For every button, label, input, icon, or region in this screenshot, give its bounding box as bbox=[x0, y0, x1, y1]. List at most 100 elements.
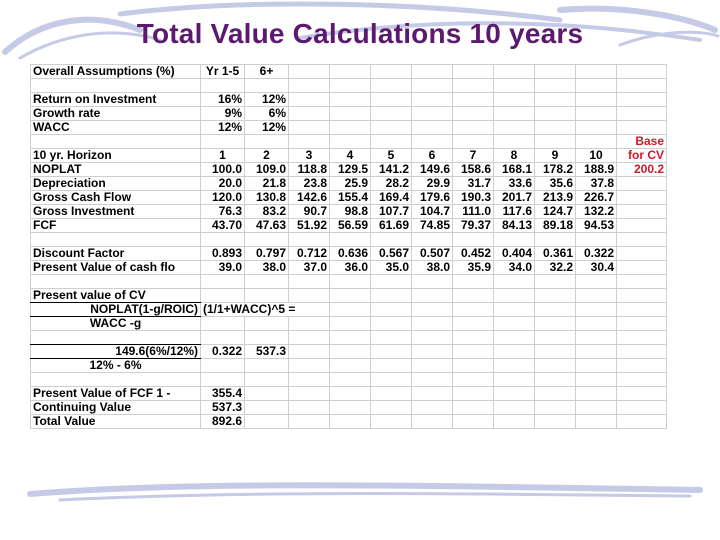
cell bbox=[244, 386, 289, 401]
cell bbox=[616, 316, 667, 331]
cv-heading-row: Present value of CV bbox=[30, 288, 667, 303]
cell bbox=[575, 120, 617, 135]
value-cell: 168.1 bbox=[493, 162, 535, 177]
value-cell: 74.85 bbox=[411, 218, 453, 233]
cell bbox=[288, 232, 330, 247]
cell bbox=[244, 358, 289, 373]
cell bbox=[411, 344, 453, 359]
cell bbox=[452, 358, 494, 373]
value-cell: 104.7 bbox=[411, 204, 453, 219]
value-cell: 0.567 bbox=[370, 246, 412, 261]
discount-row: Present Value of cash flo 39.0 38.0 37.0 36.… bbox=[30, 260, 667, 275]
cell bbox=[616, 218, 667, 233]
cell bbox=[575, 344, 617, 359]
cell bbox=[493, 274, 535, 289]
cell bbox=[370, 372, 412, 387]
cell bbox=[288, 106, 330, 121]
empty-row bbox=[30, 232, 667, 247]
cell bbox=[452, 316, 494, 331]
cell bbox=[370, 302, 412, 317]
value-cell: 0.797 bbox=[244, 246, 289, 261]
cell bbox=[452, 92, 494, 107]
cell bbox=[534, 400, 576, 415]
assumption-row: Growth rate 9% 6% bbox=[30, 106, 667, 121]
cell bbox=[329, 316, 371, 331]
value-cell: 179.6 bbox=[411, 190, 453, 205]
value-cell: 94.53 bbox=[575, 218, 617, 233]
value-cell: 76.3 bbox=[200, 204, 245, 219]
cell bbox=[244, 400, 289, 415]
cell bbox=[370, 386, 412, 401]
cell bbox=[411, 288, 453, 303]
cell bbox=[534, 134, 576, 149]
cell bbox=[288, 330, 330, 345]
cell bbox=[534, 78, 576, 93]
cell bbox=[452, 400, 494, 415]
value-cell: 190.3 bbox=[452, 190, 494, 205]
cell bbox=[411, 358, 453, 373]
cell bbox=[493, 106, 535, 121]
cell bbox=[493, 372, 535, 387]
assumption-row: Return on Investment 16% 12% bbox=[30, 92, 667, 107]
assumptions-title: Overall Assumptions (%) bbox=[30, 64, 201, 79]
value-cell: 98.8 bbox=[329, 204, 371, 219]
cv-calc-row: 149.6(6%/12%) 0.322 537.3 bbox=[30, 344, 667, 359]
cell bbox=[370, 414, 412, 429]
value-cell: 0.712 bbox=[288, 246, 330, 261]
cell bbox=[329, 288, 371, 303]
base-label: for CV bbox=[616, 148, 667, 163]
cell bbox=[329, 106, 371, 121]
cell bbox=[370, 344, 412, 359]
cell bbox=[534, 414, 576, 429]
value-cell: 155.4 bbox=[329, 190, 371, 205]
cell bbox=[575, 78, 617, 93]
value-cell: 111.0 bbox=[452, 204, 494, 219]
horizon-row: FCF 43.70 47.63 51.92 56.59 61.69 74.85 79.37 84… bbox=[30, 218, 667, 233]
year-header: 9 bbox=[534, 148, 576, 163]
cell bbox=[411, 274, 453, 289]
horizon-row: Gross Cash Flow 120.0 130.8 142.6 155.4 169.4… bbox=[30, 190, 667, 205]
base-value: 200.2 bbox=[616, 162, 667, 177]
value-cell: 226.7 bbox=[575, 190, 617, 205]
value-cell: 37.0 bbox=[288, 260, 330, 275]
value-cell: 43.70 bbox=[200, 218, 245, 233]
value-cell: 37.8 bbox=[575, 176, 617, 191]
value-cell: 149.6 bbox=[411, 162, 453, 177]
cell bbox=[493, 92, 535, 107]
value-cell: 84.13 bbox=[493, 218, 535, 233]
cell bbox=[370, 288, 412, 303]
assumptions-header-row: Overall Assumptions (%) Yr 1-5 6+ bbox=[30, 64, 667, 79]
cell bbox=[575, 92, 617, 107]
year-header: 10 bbox=[575, 148, 617, 163]
slide-title: Total Value Calculations 10 years bbox=[136, 18, 584, 49]
cell bbox=[370, 134, 412, 149]
cell bbox=[575, 134, 617, 149]
value-cell: 188.9 bbox=[575, 162, 617, 177]
cell bbox=[244, 274, 289, 289]
cell bbox=[493, 316, 535, 331]
cell bbox=[200, 232, 245, 247]
row-label: Depreciation bbox=[30, 176, 201, 191]
calc-numerator: 149.6(6%/12%) bbox=[30, 344, 201, 359]
value-cell: 132.2 bbox=[575, 204, 617, 219]
value-cell: 20.0 bbox=[200, 176, 245, 191]
cell bbox=[575, 274, 617, 289]
cell bbox=[30, 372, 201, 387]
cell bbox=[493, 64, 535, 79]
cell bbox=[534, 344, 576, 359]
value-cell: 79.37 bbox=[452, 218, 494, 233]
value-cell: 9% bbox=[200, 106, 245, 121]
value-cell: 36.0 bbox=[329, 260, 371, 275]
value-cell: 21.8 bbox=[244, 176, 289, 191]
cell bbox=[616, 288, 667, 303]
value-cell: 12% bbox=[200, 120, 245, 135]
value-cell: 39.0 bbox=[200, 260, 245, 275]
cell bbox=[329, 274, 371, 289]
cell bbox=[370, 358, 412, 373]
row-label: Gross Investment bbox=[30, 204, 201, 219]
assumption-row: WACC 12% 12% bbox=[30, 120, 667, 135]
cell bbox=[329, 120, 371, 135]
cell bbox=[452, 414, 494, 429]
cell bbox=[452, 120, 494, 135]
year-header: 1 bbox=[200, 148, 245, 163]
